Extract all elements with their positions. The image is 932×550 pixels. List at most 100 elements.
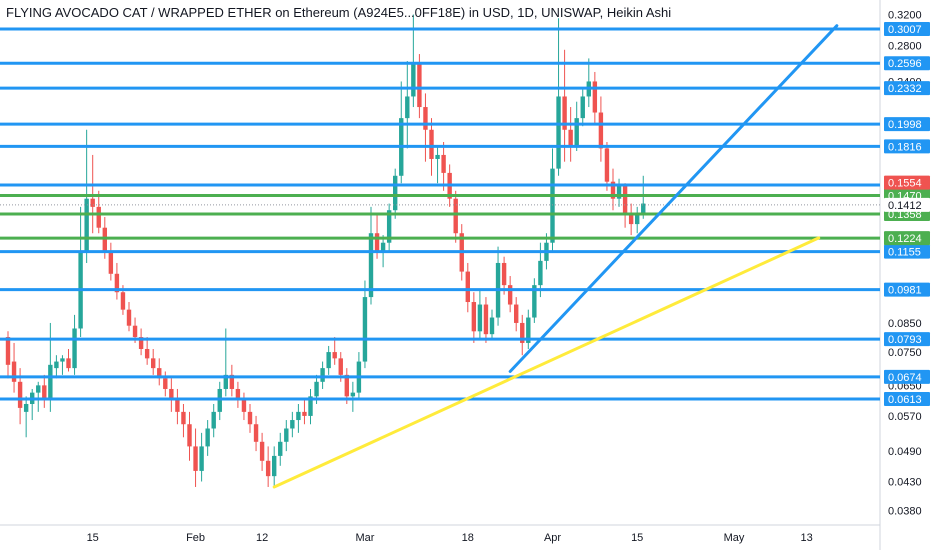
last-price-tag: 0.1412 bbox=[888, 200, 922, 212]
candle-body bbox=[550, 168, 555, 243]
blue-level-tag: 0.0793 bbox=[888, 334, 922, 346]
candle-body bbox=[622, 186, 628, 214]
y-tick-label: 0.0850 bbox=[888, 318, 922, 330]
y-tick-label: 0.0570 bbox=[888, 411, 922, 423]
candle-body bbox=[60, 358, 65, 362]
candle-body bbox=[580, 96, 585, 119]
candle-body bbox=[114, 273, 120, 293]
candle-body bbox=[405, 96, 410, 119]
candle-body bbox=[514, 304, 519, 323]
candle-body bbox=[628, 213, 634, 225]
candle-body bbox=[17, 381, 23, 408]
blue-level-tag: 0.0981 bbox=[888, 285, 922, 297]
x-tick-label: Feb bbox=[186, 532, 205, 544]
y-tick-label: 0.2800 bbox=[888, 41, 922, 53]
candle-body bbox=[96, 206, 101, 228]
candle-body bbox=[175, 400, 180, 412]
candle-body bbox=[386, 210, 392, 243]
blue-level-tag-bg bbox=[884, 369, 930, 384]
blue-level-tag: 0.0674 bbox=[888, 372, 922, 384]
candle-body bbox=[574, 118, 579, 146]
candle-body bbox=[453, 198, 458, 234]
x-tick-label: Apr bbox=[544, 532, 561, 544]
candle-body bbox=[253, 424, 259, 442]
green-level-tag: 0.1358 bbox=[888, 209, 922, 221]
candle-body bbox=[368, 233, 374, 298]
candle-body bbox=[138, 337, 144, 349]
candle-body bbox=[42, 385, 47, 401]
x-tick-label: May bbox=[724, 532, 745, 544]
candle-body bbox=[66, 358, 71, 369]
candle-body bbox=[441, 154, 446, 173]
x-tick-label: 13 bbox=[800, 532, 812, 544]
candle-body bbox=[36, 385, 41, 393]
blue-level-tag: 0.3007 bbox=[888, 24, 922, 36]
candle-body bbox=[247, 411, 253, 425]
candle-body bbox=[556, 96, 561, 169]
candle-body bbox=[302, 411, 307, 416]
candle-body bbox=[199, 446, 204, 471]
blue-level-tag-bg bbox=[884, 56, 930, 71]
candle-body bbox=[380, 242, 386, 251]
candle-body bbox=[507, 285, 513, 305]
candle-body bbox=[417, 62, 422, 108]
candle-body bbox=[344, 374, 349, 397]
blue-level-tag-bg bbox=[884, 244, 930, 259]
x-tick-label: 15 bbox=[631, 532, 643, 544]
candle-body bbox=[483, 304, 489, 335]
candle-body bbox=[641, 203, 646, 216]
blue-level-tag-bg bbox=[884, 117, 930, 132]
blue-level-tag-bg bbox=[884, 392, 930, 406]
candle-body bbox=[126, 309, 132, 326]
candle-body bbox=[326, 352, 331, 369]
yellow-trendline bbox=[272, 236, 821, 489]
candle-body bbox=[610, 181, 616, 199]
blue-trendline bbox=[508, 24, 839, 373]
candle-body bbox=[151, 358, 156, 369]
candle-body bbox=[84, 198, 89, 253]
candle-body bbox=[350, 392, 356, 397]
blue-level-tag: 0.0613 bbox=[888, 394, 922, 406]
candle-body bbox=[144, 348, 150, 359]
candle-body bbox=[296, 411, 301, 421]
candle-body bbox=[635, 215, 640, 225]
candle-body bbox=[23, 403, 29, 412]
x-tick-label: 12 bbox=[256, 532, 268, 544]
candle-body bbox=[211, 411, 216, 429]
y-tick-label: 0.3200 bbox=[888, 10, 922, 22]
candle-body bbox=[411, 62, 416, 97]
candle-body bbox=[423, 107, 428, 130]
blue-level-tag-bg bbox=[884, 282, 930, 297]
green-level-tag: 0.1224 bbox=[888, 233, 922, 245]
candle-body bbox=[290, 420, 295, 429]
candle-body bbox=[314, 381, 319, 397]
candle-body bbox=[11, 361, 17, 382]
y-tick-label: 0.0490 bbox=[888, 446, 922, 458]
candle-body bbox=[598, 112, 604, 149]
candle-body bbox=[284, 428, 289, 442]
y-tick-label: 0.0430 bbox=[888, 476, 922, 488]
x-tick-label: 15 bbox=[87, 532, 99, 544]
candle-body bbox=[5, 337, 11, 365]
green-level-tag-bg bbox=[884, 231, 930, 246]
candle-body bbox=[259, 441, 265, 461]
level-lines bbox=[0, 27, 880, 401]
candle-body bbox=[132, 325, 138, 338]
candle-body bbox=[48, 364, 53, 401]
blue-level-tag-bg bbox=[884, 332, 930, 347]
candle-body bbox=[229, 374, 235, 389]
candle-body bbox=[181, 411, 186, 425]
candle-body bbox=[187, 424, 192, 447]
chart-title: FLYING AVOCADO CAT / WRAPPED ETHER on Et… bbox=[6, 5, 672, 20]
candle-body bbox=[332, 352, 337, 359]
candle-body bbox=[308, 396, 313, 416]
candle-body bbox=[532, 285, 537, 318]
blue-level-tag-bg bbox=[884, 139, 930, 154]
candle-body bbox=[526, 317, 531, 343]
candle-body bbox=[374, 233, 380, 251]
candle-body bbox=[320, 368, 325, 382]
blue-level-tag-bg bbox=[884, 22, 930, 36]
blue-level-tag: 0.2596 bbox=[888, 58, 922, 70]
candle-body bbox=[604, 148, 610, 182]
